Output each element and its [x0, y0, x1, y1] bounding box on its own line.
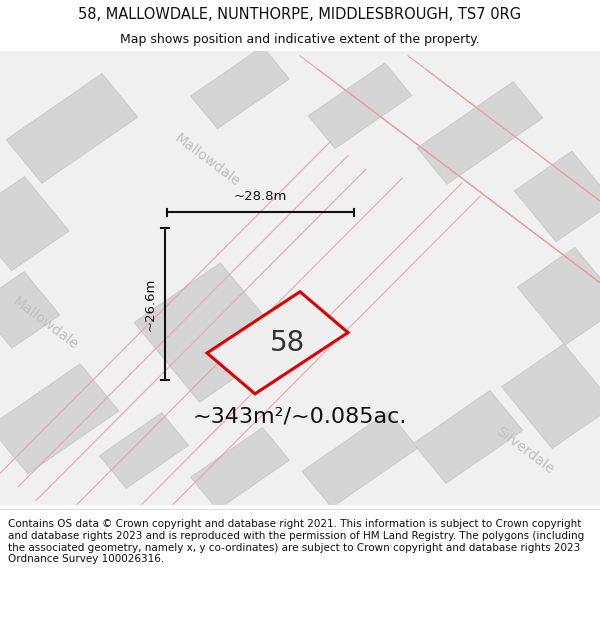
- Polygon shape: [308, 63, 412, 149]
- Polygon shape: [517, 248, 600, 345]
- Text: Map shows position and indicative extent of the property.: Map shows position and indicative extent…: [120, 34, 480, 46]
- Polygon shape: [191, 46, 289, 129]
- Polygon shape: [6, 74, 138, 183]
- Polygon shape: [0, 177, 69, 271]
- Polygon shape: [191, 428, 289, 510]
- Text: 58: 58: [270, 329, 305, 357]
- Text: 58, MALLOWDALE, NUNTHORPE, MIDDLESBROUGH, TS7 0RG: 58, MALLOWDALE, NUNTHORPE, MIDDLESBROUGH…: [79, 7, 521, 22]
- Polygon shape: [134, 263, 286, 402]
- Polygon shape: [100, 412, 188, 488]
- Text: Mallowdale: Mallowdale: [10, 294, 80, 352]
- Text: Contains OS data © Crown copyright and database right 2021. This information is : Contains OS data © Crown copyright and d…: [8, 519, 584, 564]
- Polygon shape: [502, 344, 600, 448]
- Polygon shape: [302, 412, 418, 508]
- Polygon shape: [413, 391, 523, 483]
- Polygon shape: [0, 364, 119, 474]
- Text: Mallowdale: Mallowdale: [172, 131, 242, 189]
- Polygon shape: [0, 272, 60, 348]
- Text: ~343m²/~0.085ac.: ~343m²/~0.085ac.: [193, 406, 407, 426]
- Text: ~28.8m: ~28.8m: [234, 190, 287, 203]
- Polygon shape: [207, 292, 348, 394]
- Polygon shape: [417, 82, 543, 184]
- Text: ~26.6m: ~26.6m: [144, 278, 157, 331]
- Text: Silverdale: Silverdale: [493, 424, 557, 477]
- Polygon shape: [514, 151, 600, 242]
